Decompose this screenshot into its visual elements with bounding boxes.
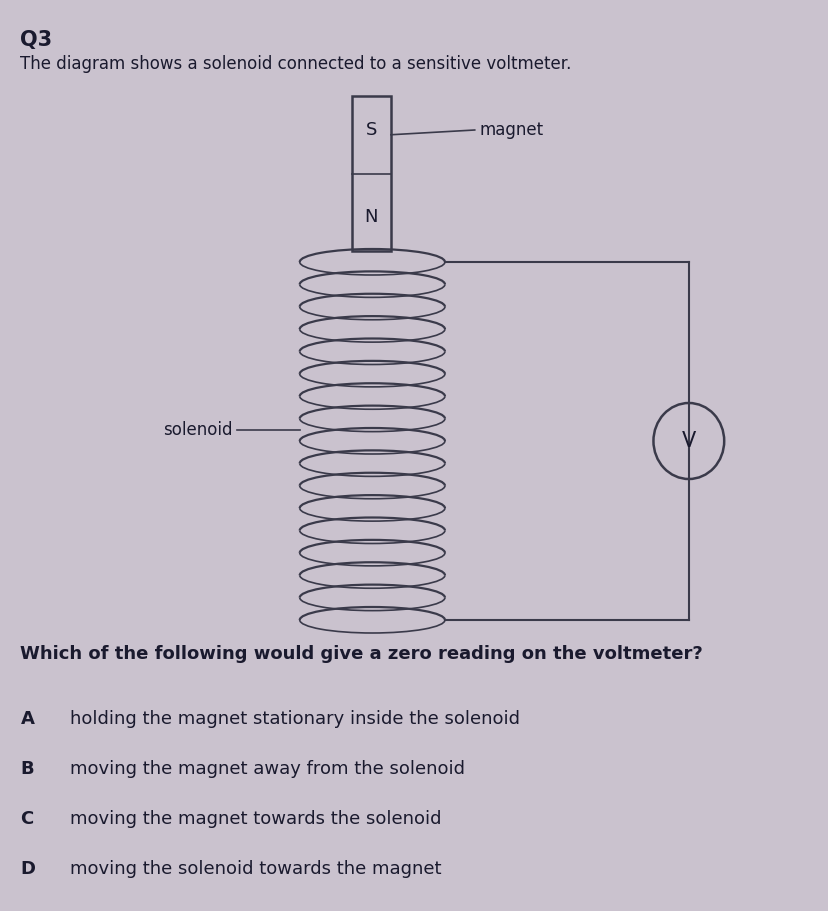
- Text: B: B: [21, 760, 34, 778]
- Text: Q3: Q3: [21, 30, 52, 50]
- Text: A: A: [21, 710, 34, 728]
- Circle shape: [652, 403, 724, 479]
- Text: The diagram shows a solenoid connected to a sensitive voltmeter.: The diagram shows a solenoid connected t…: [21, 55, 571, 73]
- Text: moving the magnet towards the solenoid: moving the magnet towards the solenoid: [70, 810, 440, 828]
- Text: Which of the following would give a zero reading on the voltmeter?: Which of the following would give a zero…: [21, 645, 702, 663]
- Text: N: N: [364, 208, 378, 226]
- Text: D: D: [21, 860, 36, 878]
- Text: magnet: magnet: [479, 121, 543, 139]
- Text: moving the magnet away from the solenoid: moving the magnet away from the solenoid: [70, 760, 465, 778]
- Text: moving the solenoid towards the magnet: moving the solenoid towards the magnet: [70, 860, 440, 878]
- Text: C: C: [21, 810, 34, 828]
- Bar: [351, 96, 391, 251]
- Text: holding the magnet stationary inside the solenoid: holding the magnet stationary inside the…: [70, 710, 519, 728]
- Text: S: S: [365, 121, 377, 139]
- Text: solenoid: solenoid: [163, 421, 233, 439]
- Text: V: V: [681, 431, 696, 451]
